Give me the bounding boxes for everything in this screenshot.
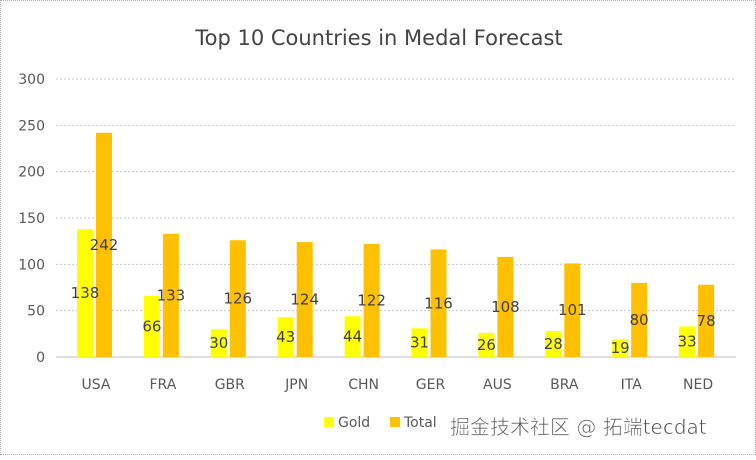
bar-total-bra [564,263,581,357]
data-label: 28 [544,335,563,353]
data-label: 44 [343,328,362,346]
y-tick-label: 100 [18,257,45,273]
x-tick-label: GBR [215,377,245,393]
data-label: 31 [410,334,429,352]
bar-gold-aus [478,332,495,357]
y-tick-label: 200 [18,165,45,181]
bar-gold-ita [612,339,629,357]
data-label: 122 [357,291,386,309]
bar-gold-ned [679,326,696,357]
legend-label-total: Total [403,415,437,431]
legend-swatch-total [390,417,400,427]
data-label: 33 [678,333,697,351]
data-label: 138 [71,284,100,302]
y-tick-label: 150 [18,211,45,227]
x-tick-label: JPN [284,377,308,393]
bar-total-chn [363,243,380,357]
x-tick-label: GER [416,377,446,393]
bar-total-fra [162,233,179,357]
data-label: 26 [477,336,496,354]
x-tick-label: AUS [483,377,512,393]
bar-gold-usa [77,229,93,357]
data-label: 66 [142,317,161,335]
bar-total-usa [96,132,112,357]
x-tick-label: ITA [621,377,643,393]
legend: Gold Total [324,415,437,431]
bar-gold-ger [411,328,428,357]
watermark: 掘金技术社区 @ 拓端tecdat [450,415,707,439]
bar-gold-gbr [210,329,227,357]
y-tick-label: 50 [27,304,45,320]
y-tick-label: 0 [36,350,45,366]
bar-gold-chn [344,316,361,357]
data-label: 30 [209,334,228,352]
data-label: 126 [223,290,252,308]
bar-total-ned [698,284,715,357]
x-tick-label: CHN [348,377,379,393]
data-label: 80 [630,311,649,329]
x-tick-label: BRA [550,377,579,393]
bar-total-aus [497,256,514,357]
bar-total-gbr [229,240,246,357]
bar-total-ger [430,249,447,357]
x-tick-label: NED [683,377,713,393]
bar-total-jpn [296,242,313,357]
data-label: 116 [424,294,453,312]
x-tick-label: FRA [150,377,177,393]
legend-label-gold: Gold [338,415,370,431]
bar-gold-fra [143,295,160,357]
data-label: 242 [90,236,119,254]
y-tick-label: 300 [18,72,45,88]
bar-total-ita [631,282,648,357]
data-label: 101 [558,301,587,319]
data-label: 124 [290,291,319,309]
data-label: 108 [491,298,520,316]
data-label: 78 [697,312,716,330]
x-tick-label: USA [82,377,111,393]
y-tick-label: 250 [18,118,45,134]
bar-gold-bra [545,331,562,357]
legend-swatch-gold [324,417,334,427]
bar-gold-jpn [277,317,294,357]
chart-title: Top 10 Countries in Medal Forecast [194,26,562,50]
data-label: 43 [276,328,295,346]
data-label: 133 [157,286,186,304]
data-label: 19 [611,339,630,357]
